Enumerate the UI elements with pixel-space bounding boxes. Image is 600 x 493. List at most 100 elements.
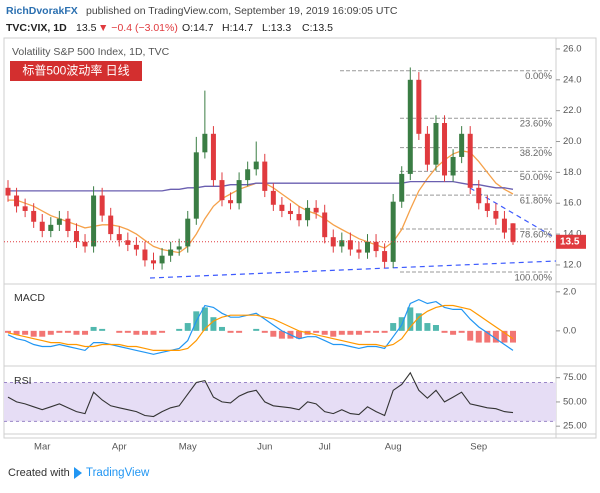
fib-label: 0.00% [525, 71, 552, 82]
candle-body [356, 249, 362, 253]
macd-histogram [407, 307, 414, 331]
symbol: TVC:VIX, 1D [6, 22, 67, 34]
candle-body [364, 241, 370, 253]
macd-histogram [64, 330, 71, 333]
macd-histogram [236, 330, 243, 333]
footer-brand[interactable]: TradingView [86, 467, 150, 479]
macd-histogram [176, 328, 183, 331]
candle-body [168, 249, 174, 256]
macd-histogram [30, 330, 37, 337]
macd-histogram [227, 330, 234, 333]
macd-histogram [116, 330, 123, 333]
candle-body [228, 200, 234, 204]
fib-label: 50.00% [520, 172, 553, 183]
open: O:14.7 [182, 22, 214, 34]
tag: 标普500波动率 日线 [22, 63, 129, 78]
candle-body [56, 218, 62, 225]
x-tick-label: Jun [257, 442, 272, 453]
fib-label: 100.00% [514, 273, 552, 284]
candle-body [125, 240, 131, 245]
pane-title: Volatility S&P 500 Index, 1D, TVC [12, 46, 170, 58]
macd-histogram [5, 330, 11, 333]
candle-body [459, 133, 465, 157]
author[interactable]: RichDvorakFX [6, 5, 78, 17]
candle-body [236, 180, 242, 204]
fib-label: 78.60% [520, 229, 553, 240]
macd-histogram [82, 330, 89, 335]
y-tick-label: 50.00 [563, 396, 587, 407]
macd-histogram [159, 330, 166, 333]
macd-histogram [39, 330, 46, 337]
candle-body [262, 161, 268, 191]
y-tick-label: 0.0 [563, 325, 576, 336]
macd-histogram [90, 326, 97, 331]
macd-histogram [141, 330, 148, 335]
published: published on TradingView.com, September … [86, 5, 398, 17]
support-trendline [149, 260, 557, 279]
last-price: 13.5 [76, 22, 97, 34]
macd-histogram [458, 330, 465, 333]
fib-label: 23.60% [520, 119, 553, 130]
y-tick-label: 16.0 [563, 198, 582, 209]
candle-body [322, 212, 328, 238]
fib-label: 61.80% [520, 196, 553, 207]
x-tick-label: May [179, 442, 197, 453]
y-tick-label: 14.0 [563, 229, 582, 240]
rsi-title: RSI [14, 375, 32, 387]
macd-histogram [424, 323, 431, 331]
candle-body [484, 203, 490, 211]
macd-histogram [321, 330, 328, 335]
x-tick-label: Mar [34, 442, 50, 453]
candle-body [202, 133, 208, 153]
candle-body [330, 237, 336, 247]
last-price-box [556, 234, 586, 249]
candle-body [399, 173, 405, 202]
candle-body [279, 204, 285, 211]
macd-histogram [56, 330, 63, 333]
candle-body [185, 218, 191, 247]
candle-body [501, 218, 507, 233]
last-price-label: 13.5 [560, 236, 580, 247]
x-tick-label: Jul [319, 442, 331, 453]
candle-body [22, 206, 28, 211]
candle-body [347, 240, 353, 250]
y-tick-label: 24.0 [563, 74, 582, 85]
macd-histogram [338, 330, 345, 335]
candle-body [39, 221, 45, 232]
candle-body [416, 79, 422, 134]
macd-histogram [364, 330, 371, 333]
low: L:13.3 [262, 22, 291, 34]
macd-histogram [441, 330, 448, 333]
candle-body [99, 195, 105, 216]
candle-body [382, 251, 388, 262]
macd-histogram [278, 330, 285, 339]
candle-body [253, 161, 259, 170]
candle-body [48, 224, 54, 232]
candle-body [151, 260, 157, 264]
macd-histogram [296, 330, 303, 339]
macd-histogram [22, 330, 29, 335]
moving-average [8, 180, 514, 192]
candle-body [14, 195, 20, 207]
macd-title: MACD [14, 292, 45, 304]
resistance-trendline [469, 187, 553, 237]
candle-body [193, 152, 199, 219]
y-tick-label: 75.00 [563, 372, 587, 383]
candle-body [305, 207, 311, 221]
candle-body [493, 210, 499, 219]
x-tick-label: Sep [470, 442, 487, 453]
tag-box [10, 61, 142, 81]
macd-histogram [210, 317, 217, 331]
candle-body [313, 207, 319, 213]
brand-icon [74, 467, 82, 479]
candle-body [245, 169, 251, 181]
y-tick-label: 18.0 [563, 167, 582, 178]
macd-histogram [390, 323, 397, 331]
candle-body [73, 231, 79, 242]
candle-body [210, 133, 216, 181]
candle-body [510, 223, 516, 242]
macd-histogram [415, 313, 422, 331]
candle-body [390, 201, 396, 262]
macd-histogram [218, 326, 225, 331]
